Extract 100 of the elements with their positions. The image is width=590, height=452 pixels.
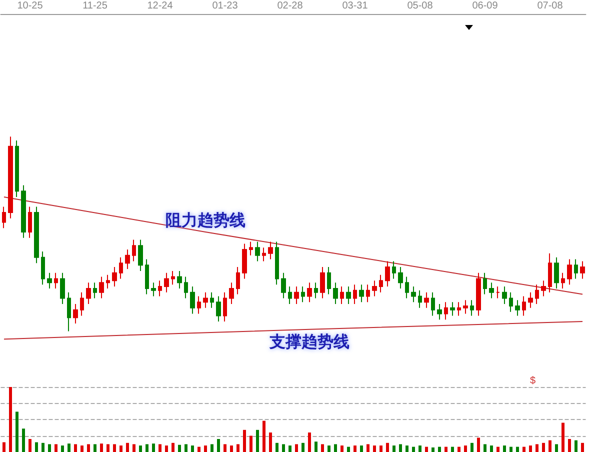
candlestick <box>216 296 221 322</box>
candlestick <box>483 272 487 295</box>
candlestick <box>359 284 364 303</box>
bar <box>490 446 493 452</box>
x-tick-label: 12-24 <box>147 0 174 12</box>
text: $ <box>530 376 536 386</box>
candlestick <box>229 282 234 305</box>
candlestick <box>67 292 71 332</box>
bar <box>48 444 51 452</box>
bar <box>288 446 292 452</box>
candlestick <box>405 276 409 299</box>
candlestick <box>171 270 175 286</box>
bar <box>184 444 188 452</box>
bar <box>308 432 311 452</box>
bar <box>243 430 246 452</box>
bar <box>16 412 18 452</box>
candlestick <box>28 206 32 238</box>
bar <box>548 440 552 452</box>
candlestick <box>385 260 390 288</box>
bar <box>380 446 382 452</box>
bar <box>314 442 318 452</box>
bar <box>230 446 233 452</box>
bar <box>438 446 441 452</box>
bar <box>178 444 181 452</box>
bar <box>406 446 408 452</box>
x-tick-label: 03-31 <box>342 0 368 12</box>
bar <box>581 442 584 452</box>
bar <box>399 444 402 452</box>
candlestick <box>262 247 266 262</box>
candlestick <box>93 282 97 299</box>
candlestick <box>145 258 149 295</box>
candlestick <box>21 184 26 238</box>
candlestick <box>522 296 526 316</box>
bar <box>9 387 12 452</box>
candlestick <box>47 272 52 289</box>
bar <box>106 444 110 452</box>
candlestick <box>249 241 253 256</box>
candlestick <box>8 136 13 219</box>
bar <box>61 446 64 452</box>
candlestick <box>431 292 435 316</box>
candlestick <box>60 272 65 305</box>
bar <box>425 446 428 452</box>
candlestick <box>548 252 552 293</box>
bar <box>276 442 278 452</box>
bar <box>87 444 90 452</box>
bar <box>451 446 454 452</box>
bar <box>373 446 376 452</box>
candlestick <box>476 272 481 316</box>
bar <box>80 446 84 452</box>
candlestick <box>203 292 208 308</box>
candlestick <box>242 243 247 280</box>
bar <box>555 444 558 452</box>
candlestick <box>158 280 162 297</box>
candlestick <box>528 292 533 308</box>
candlestick <box>288 286 292 305</box>
candlestick <box>463 300 468 314</box>
bar <box>568 439 571 452</box>
bar <box>68 444 70 452</box>
candlestick <box>353 284 357 305</box>
candlestick <box>2 206 6 229</box>
bar <box>74 444 77 452</box>
bar <box>42 442 44 452</box>
candlestick <box>502 286 507 305</box>
bar <box>224 444 226 452</box>
bar <box>172 442 174 452</box>
bar <box>484 444 486 452</box>
candlestick <box>580 260 585 280</box>
bar <box>529 446 532 452</box>
bar <box>236 444 240 452</box>
bar <box>477 438 480 452</box>
x-tick-label: 02-28 <box>277 0 304 12</box>
bar <box>360 446 363 452</box>
bar <box>458 446 460 452</box>
candlestick <box>281 272 286 299</box>
bar <box>2 442 6 452</box>
bar <box>132 444 136 452</box>
candlestick <box>138 239 143 272</box>
candlestick <box>457 302 461 316</box>
x-tick-label: 11-25 <box>82 0 108 12</box>
bar <box>146 444 148 452</box>
candlestick <box>418 290 422 308</box>
bar <box>126 442 129 452</box>
candlestick <box>554 256 559 289</box>
bar <box>282 444 285 452</box>
bar <box>217 439 220 452</box>
bar <box>198 446 200 452</box>
bar <box>113 444 116 452</box>
candlestick <box>275 241 279 286</box>
bar <box>250 436 252 452</box>
candlestick <box>366 284 370 303</box>
candlestick <box>151 282 156 297</box>
candlestick <box>86 282 91 305</box>
bar <box>574 440 578 452</box>
bar <box>269 432 272 452</box>
bar <box>262 420 266 452</box>
bar <box>562 422 564 452</box>
candlestick <box>346 286 351 305</box>
candlestick <box>424 292 429 308</box>
bar <box>35 442 38 452</box>
candlestick <box>54 272 58 289</box>
